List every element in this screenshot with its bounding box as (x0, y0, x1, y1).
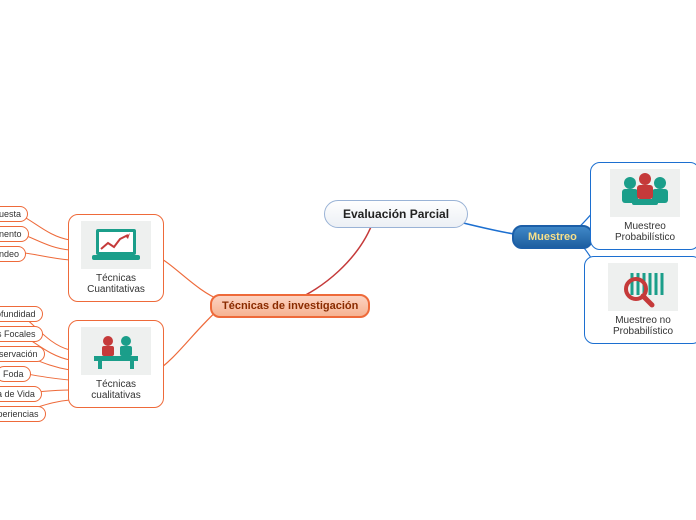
tecnicas-hub[interactable]: Técnicas de investigación (210, 294, 370, 318)
pill-cuali-1[interactable]: pos Focales (0, 326, 43, 342)
root-label: Evaluación Parcial (343, 207, 449, 221)
muestreo-label: Muestreo (528, 231, 577, 243)
pill-cuanti-0[interactable]: uesta (0, 206, 28, 222)
pill-cuanti-2[interactable]: ndeo (0, 246, 26, 262)
barcode-search-icon (608, 263, 678, 311)
cuanti-label: Técnicas Cuantitativas (75, 273, 157, 295)
root-node[interactable]: Evaluación Parcial (324, 200, 468, 228)
people-desk-icon (81, 327, 151, 375)
mprob-label: Muestreo Probabilístico (597, 221, 693, 243)
cuanti-card[interactable]: Técnicas Cuantitativas (68, 214, 164, 302)
mprob-card[interactable]: Muestreo Probabilístico (590, 162, 696, 250)
pill-cuanti-1[interactable]: nento (0, 226, 29, 242)
cuali-card[interactable]: Técnicas cualitativas (68, 320, 164, 408)
pill-cuali-3[interactable]: Foda (0, 366, 31, 382)
pill-cuali-0[interactable]: Profundidad (0, 306, 43, 322)
mnoprob-card[interactable]: Muestreo no Probabilístico (584, 256, 696, 344)
cuali-label: Técnicas cualitativas (91, 379, 140, 401)
laptop-chart-icon (81, 221, 151, 269)
tecnicas-label: Técnicas de investigación (222, 300, 358, 312)
pill-cuali-4[interactable]: oria de Vida (0, 386, 42, 402)
pill-cuali-5[interactable]: Experiencias (0, 406, 46, 422)
pill-cuali-2[interactable]: Observación (0, 346, 45, 362)
mnoprob-label: Muestreo no Probabilístico (591, 315, 695, 337)
handshake-icon (610, 169, 680, 217)
muestreo-hub[interactable]: Muestreo (512, 225, 593, 249)
